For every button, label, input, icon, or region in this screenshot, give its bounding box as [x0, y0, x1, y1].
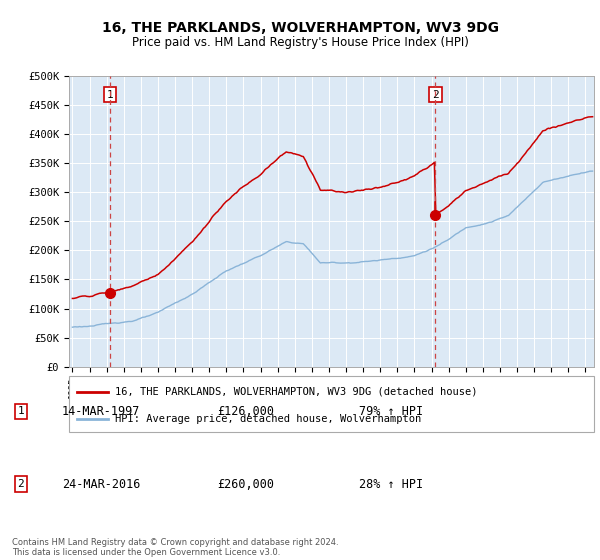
Text: 2: 2: [432, 90, 439, 100]
Text: 28% ↑ HPI: 28% ↑ HPI: [359, 478, 423, 491]
Text: HPI: Average price, detached house, Wolverhampton: HPI: Average price, detached house, Wolv…: [115, 414, 421, 424]
Text: 16, THE PARKLANDS, WOLVERHAMPTON, WV3 9DG (detached house): 16, THE PARKLANDS, WOLVERHAMPTON, WV3 9D…: [115, 387, 478, 397]
Text: 14-MAR-1997: 14-MAR-1997: [62, 405, 140, 418]
Text: Price paid vs. HM Land Registry's House Price Index (HPI): Price paid vs. HM Land Registry's House …: [131, 36, 469, 49]
Text: 16, THE PARKLANDS, WOLVERHAMPTON, WV3 9DG: 16, THE PARKLANDS, WOLVERHAMPTON, WV3 9D…: [101, 21, 499, 35]
Text: 24-MAR-2016: 24-MAR-2016: [62, 478, 140, 491]
Text: £126,000: £126,000: [218, 405, 275, 418]
Text: Contains HM Land Registry data © Crown copyright and database right 2024.
This d: Contains HM Land Registry data © Crown c…: [12, 538, 338, 557]
Text: 79% ↑ HPI: 79% ↑ HPI: [359, 405, 423, 418]
Text: 1: 1: [17, 407, 24, 417]
Text: 1: 1: [107, 90, 113, 100]
Text: £260,000: £260,000: [218, 478, 275, 491]
Text: 2: 2: [17, 479, 24, 489]
